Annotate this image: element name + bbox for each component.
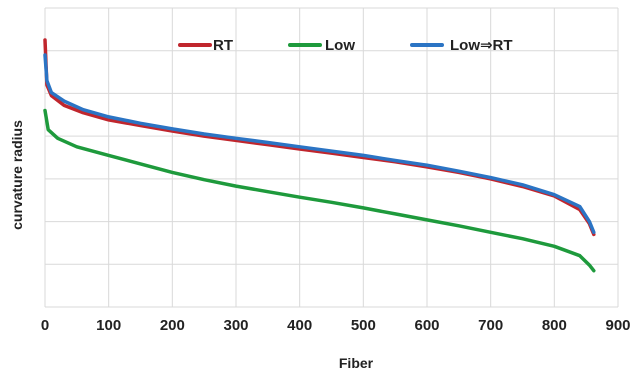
x-tick-label-900: 900 bbox=[605, 317, 630, 334]
x-tick-label-800: 800 bbox=[542, 317, 567, 334]
series-line-2 bbox=[43, 53, 596, 235]
x-tick-label-600: 600 bbox=[414, 317, 439, 334]
x-tick-label-400: 400 bbox=[287, 317, 312, 334]
series-line-0 bbox=[43, 38, 596, 237]
x-axis-title: Fiber bbox=[339, 355, 374, 371]
legend-label-2: Low⇒RT bbox=[450, 37, 513, 54]
x-tick-label-200: 200 bbox=[160, 317, 185, 334]
x-axis-ticks: 0 100 200 300 400 500 600 700 800 900 bbox=[41, 317, 631, 334]
x-tick-label-700: 700 bbox=[478, 317, 503, 334]
series-line-1 bbox=[43, 108, 596, 273]
legend: RT Low Low⇒RT bbox=[178, 37, 513, 54]
x-tick-label-500: 500 bbox=[351, 317, 376, 334]
y-axis-title: curvature radius bbox=[9, 120, 25, 230]
series-group bbox=[43, 38, 596, 273]
legend-label-0: RT bbox=[213, 37, 233, 54]
x-tick-label-300: 300 bbox=[223, 317, 248, 334]
legend-label-1: Low bbox=[325, 37, 355, 54]
x-tick-label-100: 100 bbox=[96, 317, 121, 334]
x-tick-label-0: 0 bbox=[41, 317, 49, 334]
